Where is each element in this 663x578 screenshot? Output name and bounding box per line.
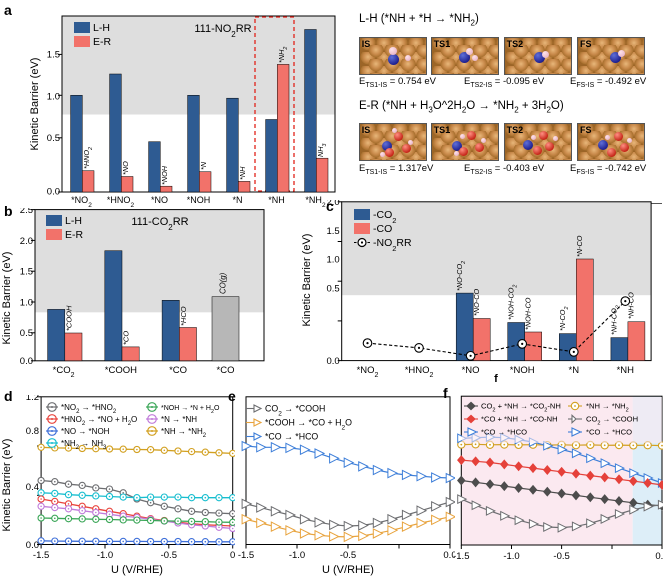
- svg-text:0.5: 0.5: [20, 328, 33, 339]
- svg-text:0.4: 0.4: [26, 482, 39, 493]
- svg-text:*CO → *HCO: *CO → *HCO: [586, 428, 632, 437]
- svg-text:Kinetic Barrier (eV): Kinetic Barrier (eV): [1, 252, 13, 345]
- svg-text:E-R: E-R: [65, 229, 84, 241]
- svg-text:CO2 → *COOH: CO2 → *COOH: [265, 404, 325, 418]
- svg-text:-1.5: -1.5: [238, 550, 254, 561]
- svg-text:*CO2: *CO2: [53, 365, 75, 379]
- svg-text:0.0: 0.0: [326, 356, 339, 367]
- svg-text:*NH: *NH: [238, 166, 247, 180]
- svg-text:-1.0: -1.0: [289, 550, 305, 561]
- svg-text:1.2: 1.2: [26, 395, 39, 403]
- svg-text:-1.5: -1.5: [453, 551, 469, 560]
- svg-text:*NOH: *NOH: [187, 195, 211, 205]
- svg-text:*N: *N: [232, 195, 242, 205]
- svg-text:-1.0: -1.0: [97, 550, 113, 561]
- svg-text:*NH: *NH: [617, 365, 635, 376]
- svg-text:-1.5: -1.5: [33, 550, 49, 561]
- svg-text:Kinetic Barrier (eV): Kinetic Barrier (eV): [1, 439, 13, 532]
- svg-text:*CO + *NH → *CO-NH: *CO + *NH → *CO-NH: [481, 415, 558, 424]
- svg-text:*N: *N: [199, 161, 208, 170]
- svg-text:*CO: *CO: [217, 365, 235, 376]
- svg-text:*CO → *HCO: *CO → *HCO: [481, 428, 527, 437]
- svg-text:1.0: 1.0: [47, 91, 60, 102]
- svg-text:f: f: [494, 373, 498, 382]
- svg-text:E-R: E-R: [93, 36, 112, 48]
- svg-text:*NO: *NO: [121, 161, 130, 175]
- svg-text:*CO: *CO: [169, 365, 187, 376]
- svg-text:L-H: L-H: [65, 215, 82, 227]
- svg-text:U (V/RHE): U (V/RHE): [322, 564, 374, 576]
- svg-text:*HCO: *HCO: [179, 306, 188, 326]
- svg-text:*NO2: *NO2: [71, 195, 92, 209]
- svg-text:*N-CO: *N-CO: [575, 235, 584, 257]
- svg-text:1.5: 1.5: [47, 50, 60, 61]
- svg-text:*COOH → *CO + H2O: *COOH → *CO + H2O: [265, 418, 352, 432]
- svg-text:0.5: 0.5: [47, 133, 60, 144]
- svg-text:2.0: 2.0: [326, 200, 339, 208]
- svg-text:1.5: 1.5: [20, 267, 33, 278]
- svg-text:*CO: *CO: [122, 331, 131, 345]
- svg-text:0.8: 0.8: [26, 426, 39, 437]
- svg-text:*HNO2: *HNO2: [107, 195, 135, 209]
- svg-text:*NOH: *NOH: [160, 165, 169, 185]
- svg-text:*HNO2: *HNO2: [405, 365, 434, 379]
- svg-text:Kinetic Barrier (eV): Kinetic Barrier (eV): [301, 234, 313, 327]
- svg-text:2.0: 2.0: [20, 236, 33, 247]
- svg-text:U (V/RHE): U (V/RHE): [111, 564, 163, 576]
- svg-text:L-H: L-H: [93, 22, 110, 34]
- svg-text:*CO → *HCO: *CO → *HCO: [265, 432, 318, 442]
- svg-text:-0.5: -0.5: [340, 550, 356, 561]
- svg-text:0.0: 0.0: [655, 551, 663, 560]
- svg-text:-1.0: -1.0: [503, 551, 519, 560]
- svg-text:*COOH: *COOH: [65, 305, 74, 331]
- svg-text:1.0: 1.0: [20, 297, 33, 308]
- svg-text:1.5: 1.5: [326, 226, 339, 237]
- svg-text:*NH: *NH: [268, 195, 285, 205]
- svg-text:*NO → *NOH: *NO → *NOH: [61, 427, 110, 436]
- svg-text:*N: *N: [569, 365, 580, 376]
- svg-text:*NH-CO: *NH-CO: [627, 292, 636, 319]
- svg-text:*COOH: *COOH: [105, 365, 137, 376]
- svg-text:*N → *NH: *N → *NH: [161, 415, 197, 424]
- svg-text:*NOH-CO: *NOH-CO: [524, 297, 533, 330]
- svg-text:*NOH: *NOH: [510, 365, 535, 376]
- svg-text:-0.5: -0.5: [161, 550, 177, 561]
- svg-text:0.5: 0.5: [326, 283, 339, 294]
- svg-text:*NO-CO: *NO-CO: [472, 289, 481, 316]
- svg-text:-CO: -CO: [373, 223, 392, 235]
- svg-text:*NO2: *NO2: [357, 365, 379, 379]
- svg-text:0.0: 0.0: [20, 356, 33, 367]
- svg-text:1.0: 1.0: [326, 255, 339, 266]
- svg-text:*NO: *NO: [462, 365, 480, 376]
- svg-text:-0.5: -0.5: [553, 551, 569, 560]
- svg-text:Kinetic Barrier (eV): Kinetic Barrier (eV): [29, 58, 41, 151]
- svg-text:*NO: *NO: [151, 195, 168, 205]
- svg-text:CO(g): CO(g): [219, 272, 228, 294]
